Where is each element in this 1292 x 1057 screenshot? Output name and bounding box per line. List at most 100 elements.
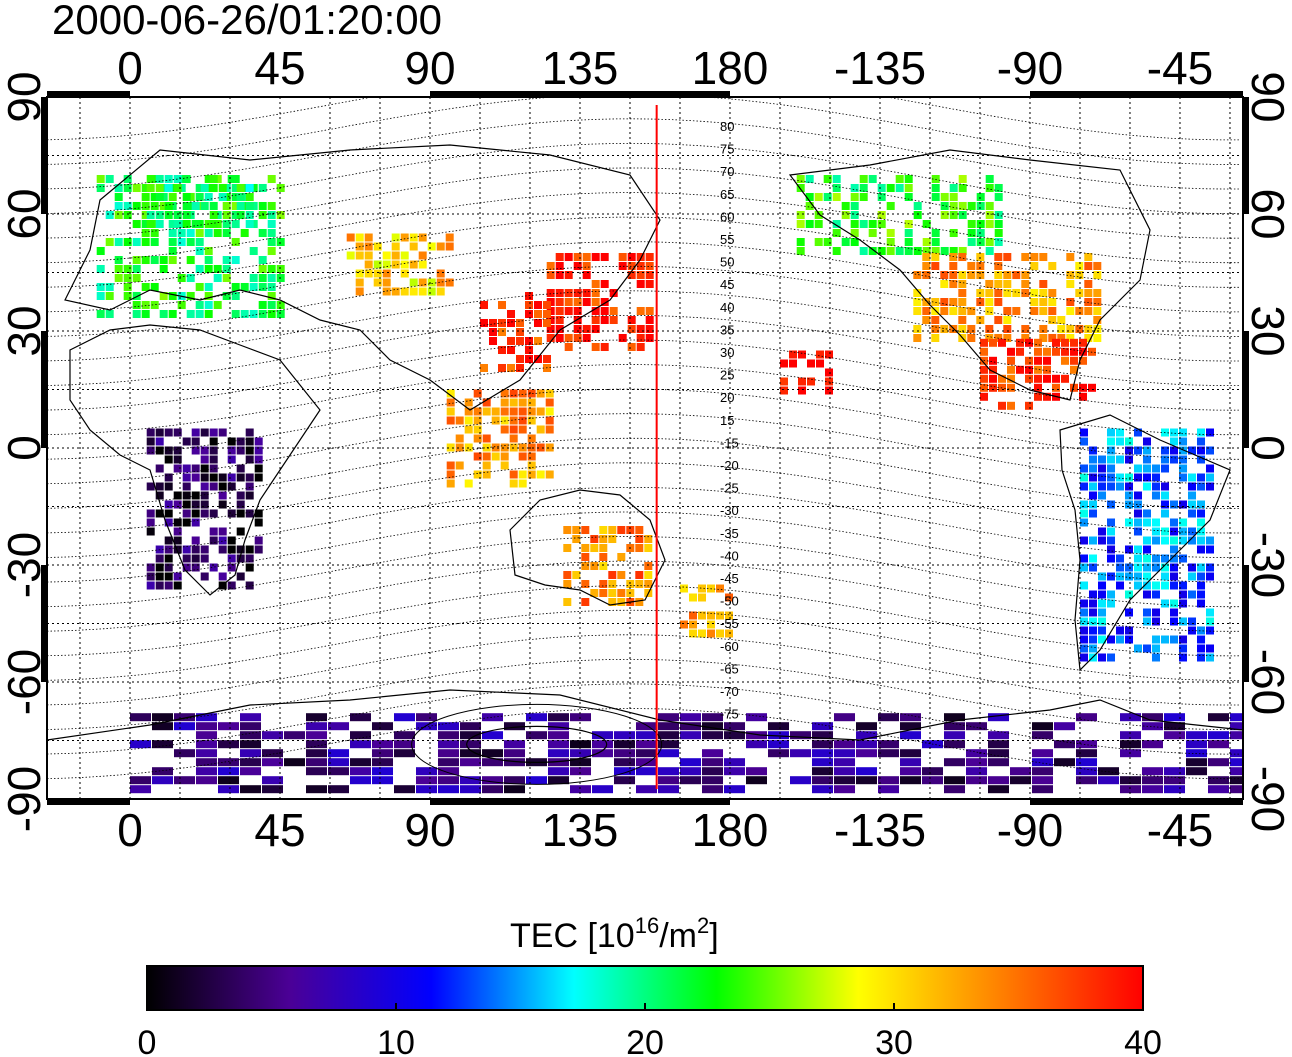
tec-cell [173, 175, 182, 183]
tec-cell [689, 611, 697, 620]
tec-cell [227, 175, 236, 183]
tec-cell [913, 325, 922, 333]
tec-cell [491, 443, 500, 452]
tec-cell [1003, 325, 1012, 333]
tec-cell [1079, 356, 1087, 365]
tec-cell [427, 242, 436, 251]
tec-cell [525, 301, 533, 309]
tec-cell [548, 749, 569, 758]
tec-cell [645, 271, 654, 279]
tec-cell [1120, 785, 1141, 794]
tec-cell [967, 202, 976, 210]
tec-cell [438, 785, 459, 794]
tec-cell [1186, 767, 1207, 776]
tec-cell [1230, 749, 1243, 758]
tec-cell [573, 298, 582, 306]
tec-cell [350, 713, 371, 722]
tec-cell [173, 500, 182, 509]
tec-cell [878, 785, 899, 794]
tec-cell [913, 271, 922, 279]
tec-cell [1142, 722, 1163, 731]
tec-cell [1161, 455, 1169, 464]
tec-cell [716, 611, 724, 620]
tec-cell [306, 749, 327, 758]
tec-cell [177, 274, 186, 282]
tec-cell [1134, 473, 1142, 482]
tec-region-southeast-asia [446, 389, 554, 488]
tec-cell [600, 343, 609, 351]
tec-cell [141, 220, 150, 228]
tec-cell [994, 280, 1003, 288]
tec-cell [1032, 767, 1053, 776]
tec-cell [698, 593, 706, 602]
tec-cell [372, 767, 393, 776]
tec-region-central-america [980, 338, 1096, 410]
tec-cell [141, 211, 150, 219]
tec-cell [146, 509, 155, 518]
south-pole-contour [466, 725, 608, 764]
tec-cell [240, 713, 261, 722]
tec-cell [931, 175, 940, 183]
tec-cell [518, 479, 527, 488]
tec-cell [209, 175, 218, 183]
tec-cell [200, 202, 209, 210]
tec-cell [1070, 365, 1078, 374]
y-tick-label-right: 90 [1242, 71, 1292, 122]
tec-cell [1070, 347, 1078, 356]
tec-cell [146, 482, 155, 491]
tec-cell [222, 211, 231, 219]
tec-cell [164, 518, 173, 527]
tec-cell [159, 202, 168, 210]
tec-cell [841, 202, 850, 210]
tec-cell [590, 589, 599, 597]
tec-cell [850, 229, 859, 237]
tec-cell [196, 713, 217, 722]
tec-cell [516, 328, 524, 336]
tec-cell [1197, 599, 1205, 608]
tec-cell [182, 500, 191, 509]
tec-cell [236, 184, 245, 192]
tec-cell [636, 343, 645, 351]
tec-cell [155, 220, 164, 228]
tec-cell [645, 253, 654, 261]
tec-cell [1206, 626, 1214, 635]
tec-cell [231, 292, 240, 300]
tec-cell [525, 346, 533, 354]
tec-cell [1152, 473, 1160, 482]
tec-cell [489, 337, 497, 345]
tec-cell [931, 334, 940, 342]
tec-cell [1116, 428, 1124, 437]
tec-cell [1152, 653, 1160, 662]
tec-cell [209, 220, 218, 228]
tec-cell [536, 425, 545, 434]
tec-cell [245, 446, 254, 455]
tec-cell [1170, 536, 1178, 545]
tec-cell [581, 562, 590, 570]
tec-cell [570, 785, 591, 794]
tec-cell [609, 289, 618, 297]
tec-cell [364, 233, 373, 242]
tec-cell [789, 350, 797, 359]
tec-cell [498, 301, 506, 309]
tec-cell [1134, 518, 1142, 527]
tec-cell [191, 220, 200, 228]
tec-cell [1125, 608, 1133, 617]
tec-cell [680, 713, 701, 722]
tec-cell [152, 722, 173, 731]
tec-cell [1143, 464, 1151, 473]
tec-cell [1208, 713, 1229, 722]
tec-cell [564, 271, 573, 279]
tec-cell [608, 580, 617, 588]
tec-cell [400, 269, 409, 278]
tec-cell [1170, 581, 1178, 590]
tec-cell [394, 785, 415, 794]
tec-cell [976, 271, 985, 279]
tec-cell [545, 470, 554, 479]
tec-cell [1010, 776, 1031, 785]
magnetic-latitude-label: -50 [720, 594, 739, 609]
tec-cell [886, 229, 895, 237]
tec-cell [174, 749, 195, 758]
magnetic-latitude-label: -60 [720, 639, 739, 654]
tec-cell [725, 593, 733, 602]
tec-cell [1089, 590, 1097, 599]
